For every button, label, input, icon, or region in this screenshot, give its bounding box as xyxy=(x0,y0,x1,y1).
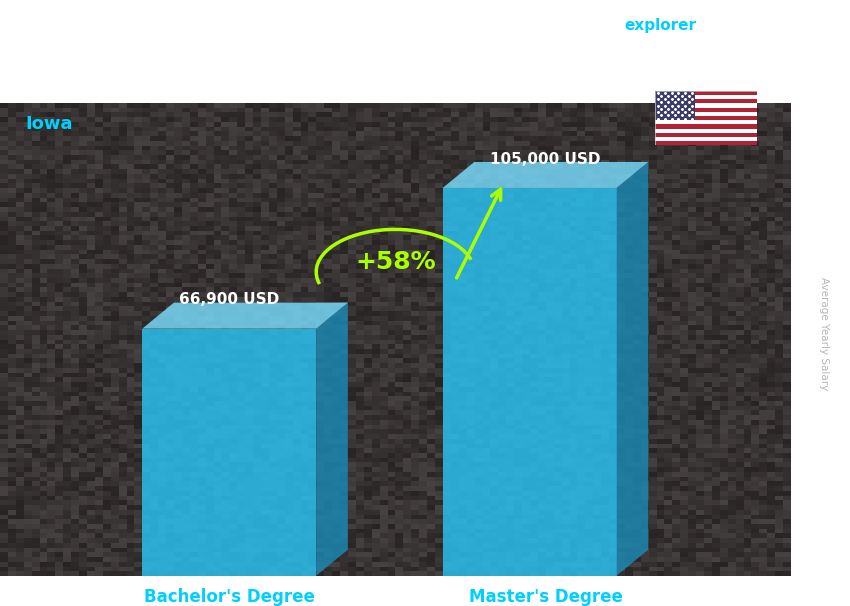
Text: salary: salary xyxy=(570,18,622,33)
Polygon shape xyxy=(616,162,649,576)
Text: Iowa: Iowa xyxy=(26,115,73,133)
Bar xyxy=(654,95,756,99)
Polygon shape xyxy=(316,302,348,576)
Text: Test Engineer: Test Engineer xyxy=(26,73,147,91)
Text: .com: .com xyxy=(699,18,740,33)
Bar xyxy=(654,104,756,108)
Text: Average Yearly Salary: Average Yearly Salary xyxy=(819,277,829,390)
Text: Master's Degree: Master's Degree xyxy=(468,588,622,606)
Bar xyxy=(654,141,756,145)
Bar xyxy=(654,91,756,95)
Polygon shape xyxy=(142,328,316,576)
Bar xyxy=(654,137,756,141)
Bar xyxy=(654,120,756,124)
Text: Bachelor's Degree: Bachelor's Degree xyxy=(144,588,314,606)
Text: +58%: +58% xyxy=(355,250,435,275)
Bar xyxy=(654,133,756,137)
Bar xyxy=(654,91,695,120)
Bar xyxy=(654,108,756,112)
Polygon shape xyxy=(142,302,348,328)
Text: 66,900 USD: 66,900 USD xyxy=(179,292,280,307)
Bar xyxy=(654,112,756,116)
Polygon shape xyxy=(443,162,649,188)
Bar xyxy=(654,116,756,120)
Polygon shape xyxy=(443,188,616,576)
Text: 105,000 USD: 105,000 USD xyxy=(490,152,601,167)
Bar xyxy=(654,128,756,133)
Text: Salary Comparison By Education: Salary Comparison By Education xyxy=(26,18,508,44)
Bar xyxy=(654,99,756,104)
Text: explorer: explorer xyxy=(625,18,697,33)
Bar xyxy=(654,124,756,128)
